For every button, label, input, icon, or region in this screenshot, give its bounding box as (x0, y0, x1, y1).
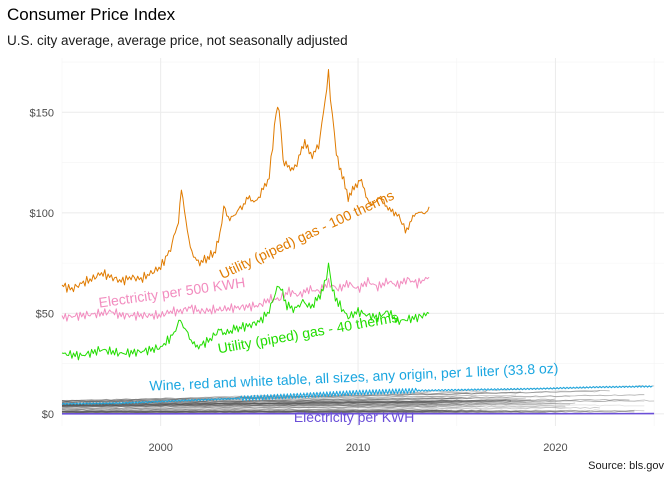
background-series-line (61, 401, 462, 406)
background-series-line (61, 394, 645, 406)
x-axis-ticks: 2000 2010 2020 (148, 442, 567, 454)
background-series-line (62, 401, 556, 405)
background-series-group (61, 385, 655, 415)
background-series-line (62, 402, 576, 407)
background-series-line (61, 409, 482, 413)
background-series-line (62, 399, 452, 403)
minor-gridlines (61, 58, 664, 426)
background-series-line (61, 409, 521, 413)
background-series-line (61, 403, 497, 408)
background-series-line (61, 405, 482, 410)
x-tick-label: 2020 (543, 442, 567, 454)
series-line (61, 385, 653, 405)
background-series-line (61, 410, 591, 414)
background-series-line (62, 404, 645, 407)
background-series-line (61, 390, 487, 403)
background-series-line (61, 399, 655, 407)
background-series-line (61, 409, 645, 413)
series-label: Utility (piped) gas - 40 therms (216, 309, 399, 357)
background-series-line (61, 410, 635, 413)
series-labels-group: Utility (piped) gas - 100 therms Electric… (98, 187, 559, 425)
background-series-line (61, 395, 571, 406)
background-series-line (61, 410, 487, 413)
background-series-line (61, 402, 472, 407)
y-tick-label: $0 (42, 409, 54, 421)
y-axis-ticks: $0 $50 $100 $150 (30, 107, 54, 421)
background-series-line (62, 400, 645, 406)
background-series-line (61, 402, 443, 408)
background-series-line (61, 410, 467, 414)
background-series-line (61, 410, 635, 413)
x-tick-label: 2000 (148, 442, 172, 454)
background-series-line (61, 406, 566, 409)
series-line (61, 69, 430, 293)
background-series-line (61, 408, 438, 411)
background-series-line (62, 409, 462, 412)
background-series-line (61, 400, 512, 407)
background-series-line (61, 398, 630, 408)
series-label: Electricity per KWH (294, 409, 415, 425)
background-series-line (61, 404, 462, 408)
series-line (61, 276, 430, 322)
background-series-line (61, 403, 433, 409)
background-series-line (61, 401, 526, 407)
series-line (61, 262, 430, 361)
background-series-line (61, 399, 507, 407)
x-tick-label: 2010 (346, 442, 370, 454)
background-series-line (61, 409, 452, 413)
chart-subtitle: U.S. city average, average price, not se… (7, 33, 348, 48)
background-series-line (61, 411, 556, 414)
background-series-line (61, 409, 447, 413)
background-series-line (61, 410, 566, 414)
series-label: Utility (piped) gas - 100 therms (217, 187, 397, 282)
background-series-line (61, 406, 600, 412)
background-series-line (61, 399, 531, 407)
y-tick-label: $100 (30, 208, 54, 220)
background-series-line (61, 397, 472, 407)
background-series-line (61, 411, 546, 414)
background-series-line (61, 405, 566, 411)
background-series-line (61, 397, 462, 403)
background-series-line (61, 403, 571, 407)
background-series-line (61, 405, 438, 410)
background-series-line (61, 397, 467, 405)
y-tick-label: $150 (30, 107, 54, 119)
background-series-line (62, 410, 438, 413)
series-group (61, 69, 655, 415)
background-series-line (62, 403, 428, 408)
background-series-line (61, 399, 512, 406)
y-tick-label: $50 (36, 308, 54, 320)
background-series-line (61, 390, 610, 402)
background-series-line (61, 390, 600, 404)
chart-title: Consumer Price Index (7, 5, 176, 24)
background-series-line (61, 398, 556, 407)
background-series-line (61, 397, 526, 405)
background-series-line (61, 402, 541, 409)
chart-caption: Source: bls.gov (588, 460, 664, 472)
